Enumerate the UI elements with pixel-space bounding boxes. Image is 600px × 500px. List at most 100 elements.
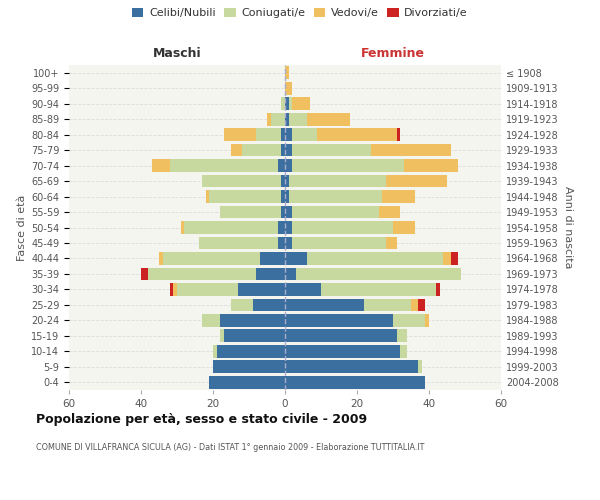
Bar — [281, 174, 285, 188]
Bar — [285, 314, 393, 326]
Bar — [285, 206, 292, 218]
Bar — [285, 360, 418, 373]
Bar — [285, 298, 364, 311]
Bar — [371, 144, 451, 156]
Bar — [386, 236, 397, 250]
Bar — [181, 221, 184, 234]
Legend: Celibi/Nubili, Coniugati/e, Vedovi/e, Divorziati/e: Celibi/Nubili, Coniugati/e, Vedovi/e, Di… — [128, 3, 472, 22]
Bar — [393, 314, 425, 326]
Bar — [231, 144, 242, 156]
Text: Maschi: Maschi — [152, 47, 202, 60]
Bar — [253, 298, 285, 311]
Bar — [159, 252, 163, 265]
Bar — [443, 252, 451, 265]
Bar — [242, 144, 281, 156]
Bar — [285, 159, 292, 172]
Bar — [152, 159, 170, 172]
Bar — [411, 298, 418, 311]
Y-axis label: Fasce di età: Fasce di età — [17, 194, 27, 260]
Bar — [285, 98, 289, 110]
Bar — [379, 206, 400, 218]
Bar — [220, 314, 285, 326]
Bar — [231, 298, 253, 311]
Bar — [256, 268, 285, 280]
Bar — [285, 252, 307, 265]
Bar — [202, 174, 281, 188]
Bar — [285, 345, 400, 358]
Bar — [163, 252, 260, 265]
Bar — [285, 128, 292, 141]
Bar — [285, 283, 321, 296]
Bar — [209, 190, 281, 203]
Bar — [289, 174, 386, 188]
Bar — [285, 236, 292, 250]
Bar — [292, 98, 310, 110]
Bar — [285, 268, 296, 280]
Bar — [177, 283, 238, 296]
Bar — [397, 330, 407, 342]
Bar — [425, 314, 429, 326]
Bar — [285, 174, 289, 188]
Bar — [292, 206, 379, 218]
Bar — [285, 66, 289, 79]
Bar — [289, 113, 307, 126]
Bar — [220, 206, 281, 218]
Text: Femmine: Femmine — [361, 47, 425, 60]
Bar — [148, 268, 256, 280]
Bar — [364, 298, 411, 311]
Bar — [285, 376, 425, 388]
Bar — [285, 144, 292, 156]
Bar — [199, 236, 278, 250]
Bar — [260, 252, 285, 265]
Bar — [400, 345, 407, 358]
Bar — [278, 236, 285, 250]
Bar — [281, 128, 285, 141]
Bar — [451, 252, 458, 265]
Bar — [209, 376, 285, 388]
Y-axis label: Anni di nascita: Anni di nascita — [563, 186, 573, 269]
Bar — [292, 144, 371, 156]
Bar — [224, 128, 256, 141]
Bar — [418, 298, 425, 311]
Bar — [418, 360, 422, 373]
Bar — [278, 221, 285, 234]
Bar — [213, 345, 217, 358]
Bar — [206, 190, 209, 203]
Text: Popolazione per età, sesso e stato civile - 2009: Popolazione per età, sesso e stato civil… — [36, 412, 367, 426]
Bar — [285, 190, 289, 203]
Bar — [292, 221, 393, 234]
Bar — [217, 345, 285, 358]
Bar — [184, 221, 278, 234]
Bar — [382, 190, 415, 203]
Bar — [170, 159, 278, 172]
Text: COMUNE DI VILLAFRANCA SICULA (AG) - Dati ISTAT 1° gennaio 2009 - Elaborazione TU: COMUNE DI VILLAFRANCA SICULA (AG) - Dati… — [36, 442, 424, 452]
Bar — [386, 174, 447, 188]
Bar — [173, 283, 177, 296]
Bar — [289, 98, 292, 110]
Bar — [307, 252, 443, 265]
Bar — [393, 221, 415, 234]
Bar — [271, 113, 285, 126]
Bar — [213, 360, 285, 373]
Bar — [220, 330, 224, 342]
Bar — [292, 128, 317, 141]
Bar — [141, 268, 148, 280]
Bar — [397, 128, 400, 141]
Bar — [436, 283, 440, 296]
Bar — [285, 113, 289, 126]
Bar — [292, 159, 404, 172]
Bar — [292, 236, 386, 250]
Bar — [238, 283, 285, 296]
Bar — [289, 190, 382, 203]
Bar — [404, 159, 458, 172]
Bar — [256, 128, 281, 141]
Bar — [281, 190, 285, 203]
Bar — [317, 128, 397, 141]
Bar — [267, 113, 271, 126]
Bar — [281, 206, 285, 218]
Bar — [296, 268, 461, 280]
Bar — [285, 221, 292, 234]
Bar — [278, 159, 285, 172]
Bar — [281, 144, 285, 156]
Bar — [170, 283, 173, 296]
